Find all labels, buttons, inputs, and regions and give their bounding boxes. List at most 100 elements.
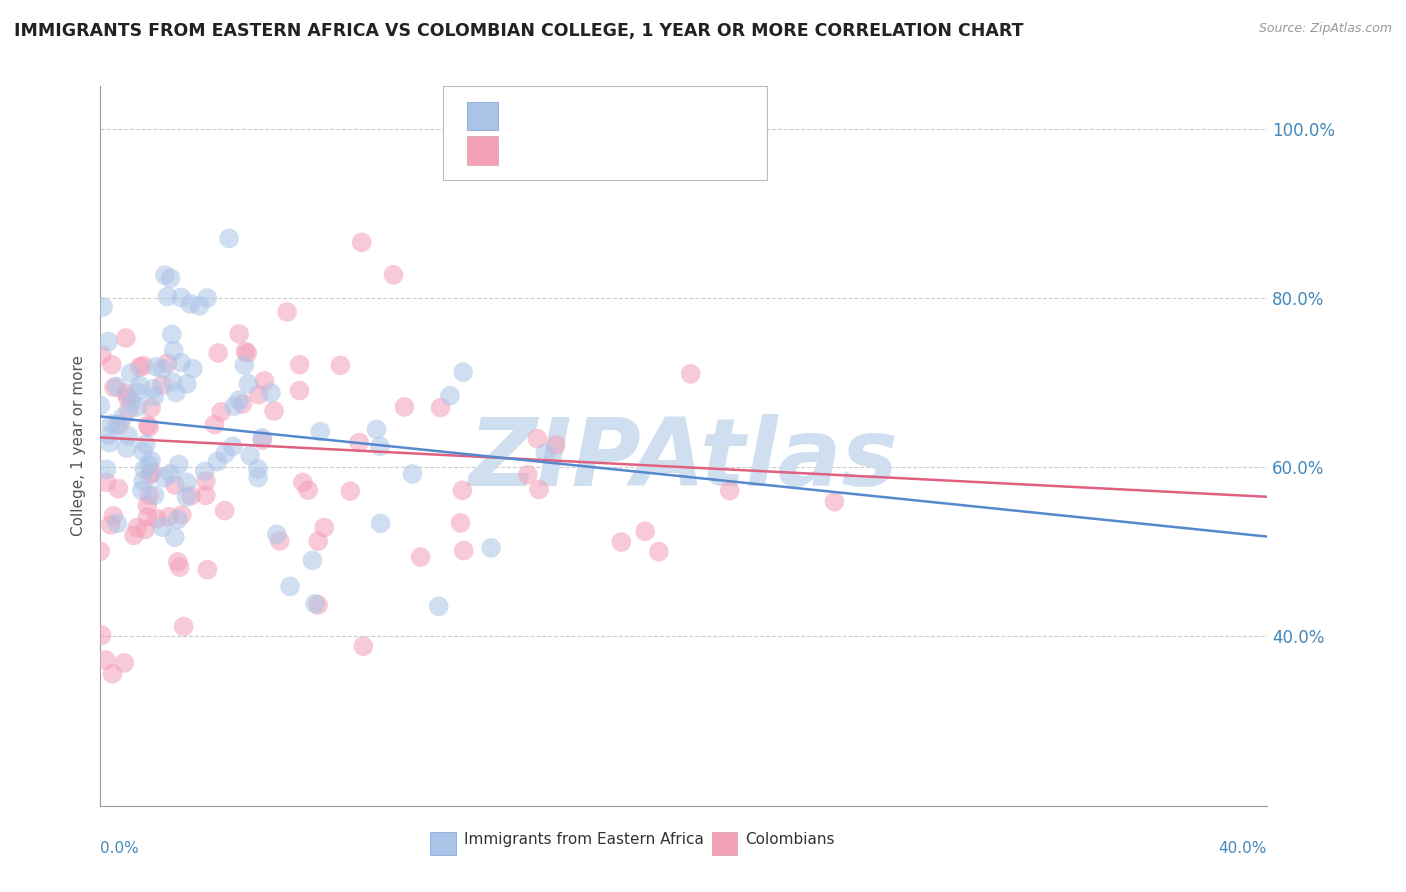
Text: Colombians: Colombians (745, 832, 835, 847)
Point (165, 385, 187, 400)
Point (169, 560, 191, 574)
Point (143, 488, 166, 502)
Point (103, 380, 125, 394)
Point (347, 435, 370, 450)
Point (141, 465, 163, 479)
Point (132, 359, 155, 373)
Point (247, 387, 270, 401)
Point (156, 289, 179, 303)
Point (146, 512, 169, 526)
Point (309, 425, 332, 439)
Point (297, 483, 319, 497)
Point (115, 386, 138, 401)
Point (368, 439, 391, 453)
Point (114, 331, 136, 345)
Text: N =: N = (628, 141, 676, 159)
Point (291, 475, 314, 490)
Point (94, 653, 117, 667)
Point (136, 418, 159, 433)
Text: N =: N = (628, 106, 676, 124)
Point (188, 299, 211, 313)
Point (138, 420, 160, 434)
Point (176, 475, 198, 490)
Point (451, 483, 474, 498)
Point (127, 520, 149, 534)
Point (134, 523, 156, 537)
Point (107, 482, 129, 496)
Point (91, 300, 114, 314)
Point (100, 417, 122, 431)
Point (288, 384, 311, 398)
Point (132, 474, 155, 488)
Text: 80: 80 (692, 106, 716, 124)
Point (101, 666, 124, 681)
Point (339, 484, 361, 499)
Point (352, 640, 374, 654)
Point (679, 367, 702, 381)
Text: IMMIGRANTS FROM EASTERN AFRICA VS COLOMBIAN COLLEGE, 1 YEAR OR MORE CORRELATION : IMMIGRANTS FROM EASTERN AFRICA VS COLOMB… (14, 22, 1024, 40)
Point (350, 235, 373, 250)
Point (526, 432, 548, 446)
Point (366, 422, 388, 436)
Point (89, 544, 111, 558)
Point (218, 231, 240, 245)
Point (450, 516, 472, 530)
Point (301, 553, 323, 567)
Point (224, 399, 246, 413)
Point (170, 291, 193, 305)
Point (97, 334, 120, 349)
Point (117, 429, 139, 443)
Point (266, 527, 288, 541)
Point (222, 439, 245, 453)
Point (194, 464, 217, 478)
Point (100, 517, 122, 532)
Point (236, 346, 259, 360)
Point (160, 327, 183, 342)
Point (101, 358, 124, 372)
Point (246, 462, 269, 476)
Point (105, 379, 128, 393)
Point (136, 498, 159, 512)
Point (516, 467, 538, 482)
Point (610, 535, 633, 549)
Point (228, 392, 250, 407)
Point (153, 268, 176, 282)
Point (278, 579, 301, 593)
Point (108, 417, 131, 432)
Point (382, 268, 405, 282)
Point (634, 524, 657, 539)
Point (269, 533, 291, 548)
Point (166, 512, 188, 526)
Point (195, 291, 218, 305)
Point (128, 360, 150, 375)
Point (409, 550, 432, 565)
Point (823, 494, 845, 508)
Point (314, 520, 336, 534)
Point (247, 470, 270, 484)
Point (173, 619, 195, 633)
Point (233, 358, 256, 372)
Text: 40.0%: 40.0% (1219, 841, 1267, 856)
Point (163, 343, 186, 358)
Point (141, 401, 163, 415)
Point (152, 362, 174, 376)
Point (439, 389, 461, 403)
Point (117, 391, 139, 405)
Point (179, 297, 201, 311)
Point (135, 437, 157, 451)
Point (401, 467, 423, 481)
Point (128, 378, 150, 392)
Point (276, 305, 298, 319)
Point (170, 508, 193, 522)
Point (125, 385, 148, 400)
Point (235, 344, 257, 359)
Point (194, 474, 217, 488)
Point (97, 428, 120, 442)
Point (288, 358, 311, 372)
Point (150, 378, 173, 392)
Point (451, 365, 474, 379)
Point (103, 508, 125, 523)
Point (307, 598, 329, 612)
Point (145, 359, 167, 374)
Point (429, 401, 451, 415)
